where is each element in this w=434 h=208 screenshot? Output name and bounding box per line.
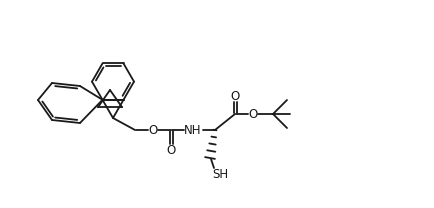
- Text: O: O: [166, 144, 176, 156]
- Text: O: O: [148, 124, 158, 136]
- Text: SH: SH: [212, 167, 228, 181]
- Text: O: O: [248, 108, 258, 120]
- Text: O: O: [230, 89, 240, 103]
- Text: NH: NH: [184, 124, 202, 136]
